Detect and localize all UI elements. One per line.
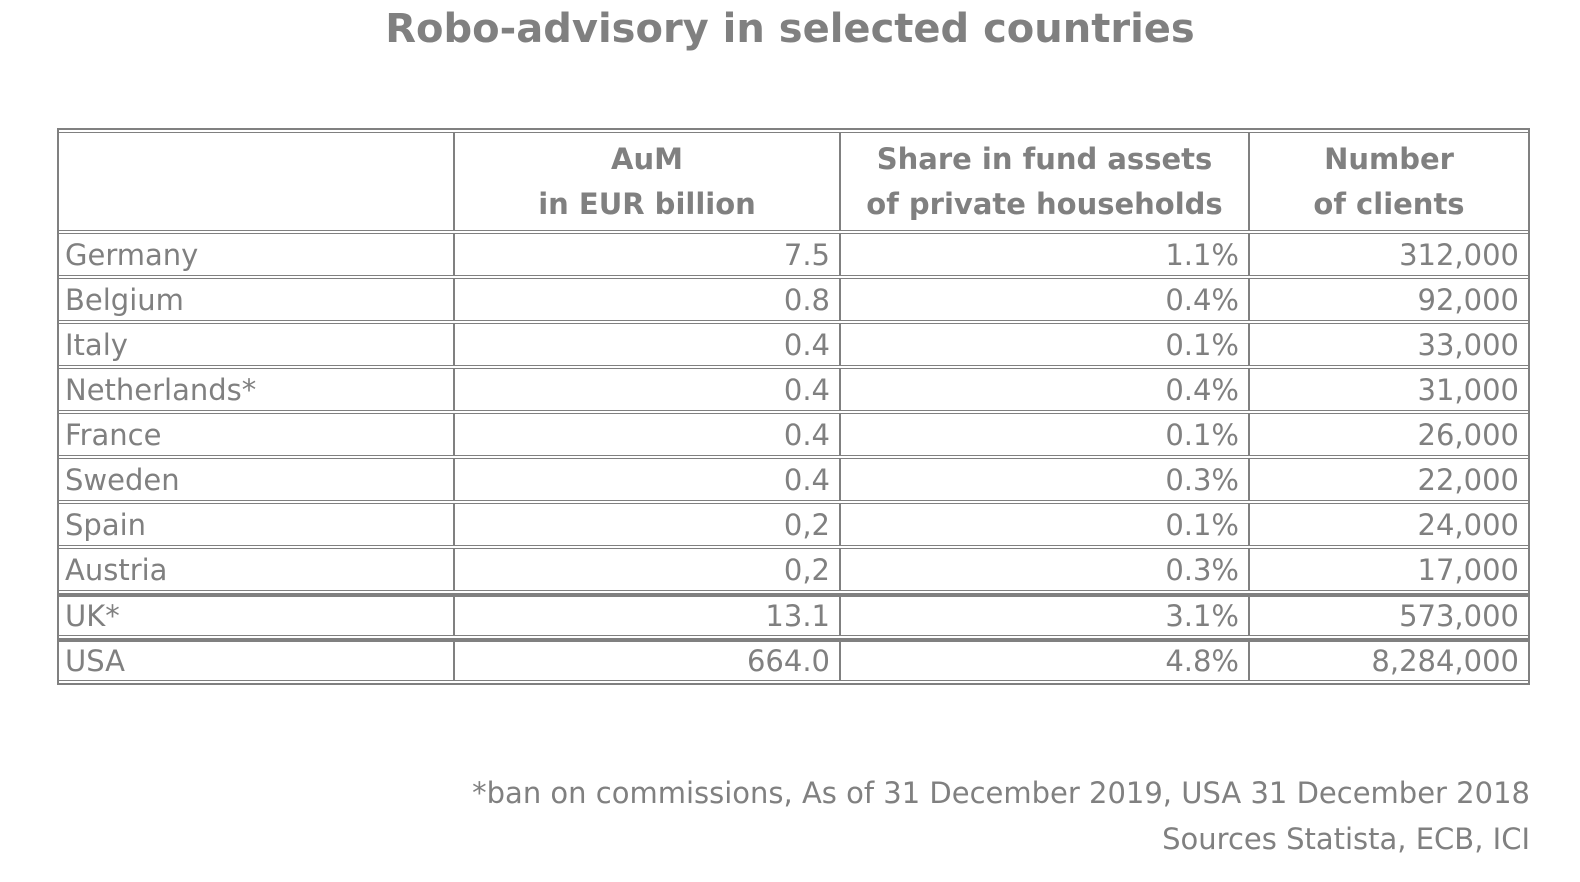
cell-aum: 0.8 <box>455 278 841 321</box>
cell-share: 1.1% <box>841 233 1250 276</box>
header-row: AuM in EUR billion Share in fund assets of … <box>59 132 1528 231</box>
cell-aum: 664.0 <box>455 638 841 681</box>
column-header-clients: Number of clients <box>1250 132 1528 231</box>
table-row: Germany 7.5 1.1% 312,000 <box>59 233 1528 276</box>
cell-aum: 0.4 <box>455 368 841 411</box>
cell-clients: 8,284,000 <box>1250 638 1528 681</box>
table-row: Netherlands* 0.4 0.4% 31,000 <box>59 368 1528 411</box>
footnote-text: *ban on commissions, As of 31 December 2… <box>472 776 1530 810</box>
column-header-share: Share in fund assets of private household… <box>841 132 1250 231</box>
cell-clients: 312,000 <box>1250 233 1528 276</box>
cell-share: 4.8% <box>841 638 1250 681</box>
cell-clients: 31,000 <box>1250 368 1528 411</box>
cell-country: Spain <box>59 503 455 546</box>
cell-clients: 92,000 <box>1250 278 1528 321</box>
cell-share: 0.4% <box>841 368 1250 411</box>
cell-country: Sweden <box>59 458 455 501</box>
cell-country: Belgium <box>59 278 455 321</box>
cell-clients: 33,000 <box>1250 323 1528 366</box>
cell-country: France <box>59 413 455 456</box>
column-header-line: AuM <box>611 141 683 176</box>
cell-share: 0.3% <box>841 548 1250 591</box>
cell-country: Italy <box>59 323 455 366</box>
cell-country: Germany <box>59 233 455 276</box>
column-header-line: Share in fund assets <box>876 141 1213 176</box>
table-row: Spain 0,2 0.1% 24,000 <box>59 503 1528 546</box>
cell-country: UK* <box>59 593 455 636</box>
cell-clients: 26,000 <box>1250 413 1528 456</box>
table-row: USA 664.0 4.8% 8,284,000 <box>59 638 1528 681</box>
cell-country: USA <box>59 638 455 681</box>
column-header-line: Number <box>1324 141 1454 176</box>
table-row: Belgium 0.8 0.4% 92,000 <box>59 278 1528 321</box>
robo-advisory-table: AuM in EUR billion Share in fund assets of … <box>57 128 1530 685</box>
cell-share: 0.1% <box>841 503 1250 546</box>
cell-clients: 24,000 <box>1250 503 1528 546</box>
cell-aum: 0.4 <box>455 458 841 501</box>
column-header-line: in EUR billion <box>538 186 756 221</box>
cell-clients: 22,000 <box>1250 458 1528 501</box>
cell-clients: 17,000 <box>1250 548 1528 591</box>
cell-country: Netherlands* <box>59 368 455 411</box>
cell-aum: 7.5 <box>455 233 841 276</box>
column-header-country <box>59 132 455 231</box>
cell-share: 0.1% <box>841 413 1250 456</box>
cell-share: 0.1% <box>841 323 1250 366</box>
column-header-line: of private households <box>866 186 1223 221</box>
footer: *ban on commissions, As of 31 December 2… <box>472 770 1530 862</box>
table-row: France 0.4 0.1% 26,000 <box>59 413 1528 456</box>
cell-share: 0.4% <box>841 278 1250 321</box>
page-title: Robo-advisory in selected countries <box>385 6 1195 52</box>
table-row: Sweden 0.4 0.3% 22,000 <box>59 458 1528 501</box>
cell-clients: 573,000 <box>1250 593 1528 636</box>
table-row: Austria 0,2 0.3% 17,000 <box>59 548 1528 591</box>
cell-aum: 0.4 <box>455 413 841 456</box>
table-row: Italy 0.4 0.1% 33,000 <box>59 323 1528 366</box>
cell-country: Austria <box>59 548 455 591</box>
cell-aum: 0,2 <box>455 503 841 546</box>
column-header-aum: AuM in EUR billion <box>455 132 841 231</box>
sources-text: Sources Statista, ECB, ICI <box>1162 822 1530 856</box>
cell-share: 0.3% <box>841 458 1250 501</box>
column-header-line: of clients <box>1313 186 1465 221</box>
cell-aum: 13.1 <box>455 593 841 636</box>
table-row: UK* 13.1 3.1% 573,000 <box>59 593 1528 636</box>
cell-share: 3.1% <box>841 593 1250 636</box>
cell-aum: 0.4 <box>455 323 841 366</box>
cell-aum: 0,2 <box>455 548 841 591</box>
